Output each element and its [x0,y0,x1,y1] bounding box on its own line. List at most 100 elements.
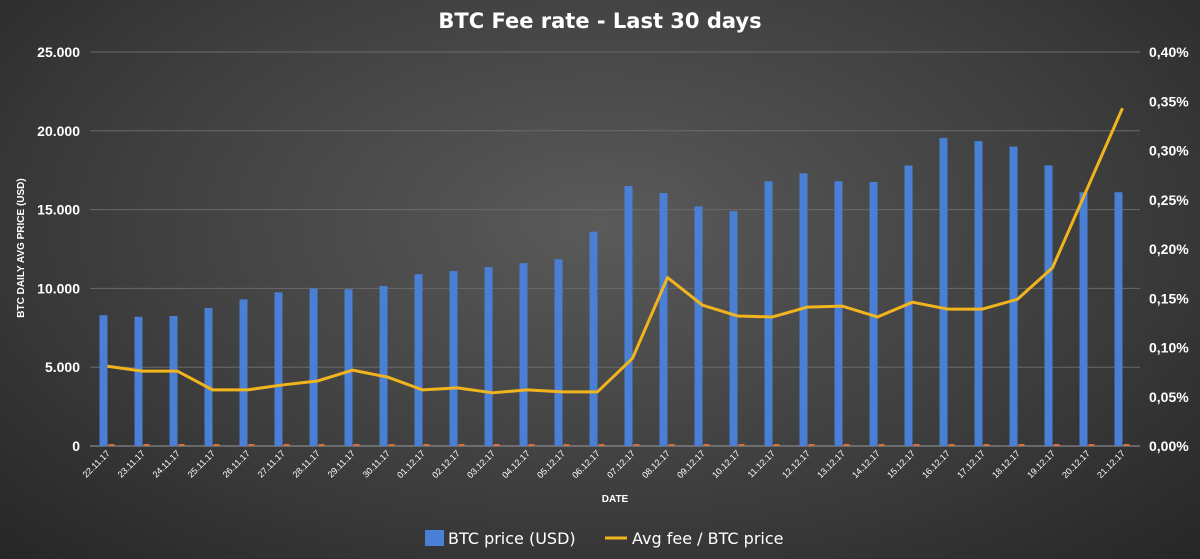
x-tick-label: 06.12.17 [570,448,602,480]
price-bar [974,141,983,446]
fee-bar-stub [948,444,955,446]
x-tick-label: 10.12.17 [710,448,742,480]
fee-bar-stub [563,444,570,446]
x-tick-label: 26.11.17 [221,448,252,479]
x-tick-label: 22.11.17 [81,448,112,479]
fee-bar-stub [913,444,920,446]
y-tick-label: 5.000 [45,359,80,375]
y-axis-label: BTC DAILY AVG PRICE (USD) [16,178,27,317]
x-tick-label: 05.12.17 [535,448,567,480]
fee-bar-stub [703,444,710,446]
y-tick-label: 25.000 [37,44,80,60]
fee-bar-stub [318,444,325,446]
price-bar [414,274,423,446]
fee-bar-stub [843,444,850,446]
fee-bar-stub [1053,444,1060,446]
fee-bar-stub [633,444,640,446]
fee-bar-stub [458,444,465,446]
x-tick-label: 18.12.17 [990,448,1022,480]
x-tick-label: 13.12.17 [815,448,847,480]
fee-bar-stub [108,444,115,446]
x-tick-label: 11.12.17 [746,448,777,479]
x-tick-label: 09.12.17 [675,448,707,480]
x-tick-label: 15.12.17 [885,448,917,480]
line-series [107,107,1124,395]
right-axis: 0,00% 0,05% 0,10% 0,15% 0,20% 0,25% 0,30% 0,35%… [1149,44,1189,454]
x-axis: 22.11.17 23.11.17 24.11.17 25.11.17 26.11.17… [81,448,1127,480]
price-bar [309,288,318,446]
fee-bar-stub [668,444,675,446]
x-tick-label: 04.12.17 [500,448,532,480]
chart-title: BTC Fee rate - Last 30 days [438,9,761,33]
price-bar [834,181,843,446]
fee-bar-stub [1018,444,1025,446]
price-bar [554,259,563,446]
price-bar [1079,192,1088,446]
x-tick-label: 25.11.17 [186,448,217,479]
price-bar [1114,192,1123,446]
y-tick-label: 20.000 [37,123,80,139]
x-tick-label: 01.12.17 [395,448,427,480]
x-tick-label: 19.12.17 [1025,448,1057,480]
price-bar [1009,146,1018,446]
price-bar [904,165,913,447]
gridlines [90,51,1140,447]
x-tick-label: 14.12.17 [850,448,882,480]
bar-series [99,137,1130,447]
fee-bar-stub [423,444,430,446]
y-tick-label: 0 [72,438,80,454]
fee-bar-stub [808,444,815,446]
y2-tick-label: 0,05% [1149,389,1189,405]
fee-bar-stub [528,444,535,446]
x-axis-label: DATE [602,494,629,505]
y2-tick-label: 0,10% [1149,340,1189,356]
price-bar [729,211,738,446]
price-bar [624,185,633,446]
price-bar [99,315,108,446]
fee-bar-stub [283,444,290,446]
x-tick-label: 28.11.17 [291,448,322,479]
fee-bar-stub [388,444,395,446]
legend-label-fee: Avg fee / BTC price [632,529,784,548]
fee-bar-stub [773,444,780,446]
fee-bar-stub [143,444,150,446]
y2-tick-label: 0,35% [1149,93,1189,109]
price-bar [659,193,668,446]
fee-bar-stub [878,444,885,446]
fee-bar-stub [598,444,605,446]
x-tick-label: 16.12.17 [920,448,952,480]
fee-bar-stub [353,444,360,446]
fee-bar-stub [1088,444,1095,446]
price-bar [519,263,528,446]
y2-tick-label: 0,00% [1149,438,1189,454]
fee-bar-stub [248,444,255,446]
x-tick-label: 02.12.17 [430,448,462,480]
price-bar [169,315,178,446]
x-tick-label: 07.12.17 [605,448,637,480]
fee-line [107,107,1124,395]
x-tick-label: 17.12.17 [955,448,987,480]
price-bar [764,181,773,446]
price-bar [484,267,493,446]
fee-bar-stub [1123,444,1130,446]
price-bar [204,308,213,446]
y2-tick-label: 0,25% [1149,192,1189,208]
price-bar [939,137,948,446]
y-tick-label: 15.000 [37,202,80,218]
left-axis: 0 5.000 10.000 15.000 20.000 25.000 [37,44,80,454]
legend-label-price: BTC price (USD) [448,529,576,548]
x-tick-label: 23.11.17 [116,448,147,479]
x-tick-label: 24.11.17 [151,448,182,479]
fee-bar-stub [213,444,220,446]
x-tick-label: 30.11.17 [361,448,392,479]
fee-bar-stub [493,444,500,446]
price-bar [694,206,703,446]
x-tick-label: 29.11.17 [326,448,357,479]
y-tick-label: 10.000 [37,280,80,296]
y2-tick-label: 0,30% [1149,143,1189,159]
legend-swatch-price [425,530,444,546]
x-tick-label: 03.12.17 [465,448,497,480]
price-bar [239,299,248,446]
price-bar [869,182,878,446]
